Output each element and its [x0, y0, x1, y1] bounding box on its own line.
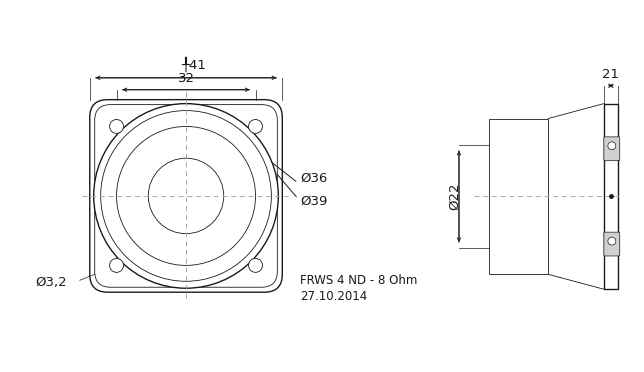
Circle shape — [117, 126, 256, 265]
Text: Ø39: Ø39 — [300, 195, 328, 207]
Circle shape — [109, 119, 124, 134]
Circle shape — [249, 119, 263, 134]
FancyBboxPatch shape — [604, 137, 620, 161]
Text: FRWS 4 ND - 8 Ohm: FRWS 4 ND - 8 Ohm — [300, 274, 417, 287]
Text: 27.10.2014: 27.10.2014 — [300, 290, 368, 303]
Bar — [604, 104, 618, 289]
Circle shape — [608, 142, 616, 150]
Circle shape — [100, 110, 271, 281]
Bar — [489, 119, 548, 274]
Bar — [489, 104, 618, 289]
FancyBboxPatch shape — [90, 100, 282, 292]
FancyBboxPatch shape — [604, 232, 620, 256]
Circle shape — [148, 158, 223, 234]
Circle shape — [249, 259, 263, 272]
Text: Ø36: Ø36 — [300, 171, 328, 185]
FancyBboxPatch shape — [95, 105, 278, 287]
Text: 21: 21 — [602, 68, 620, 81]
Circle shape — [94, 104, 278, 288]
Circle shape — [109, 259, 124, 272]
Text: Ø22: Ø22 — [448, 183, 462, 210]
Circle shape — [608, 237, 616, 245]
Text: Ø3,2: Ø3,2 — [35, 276, 67, 289]
Text: ╀41: ╀41 — [182, 57, 206, 72]
Text: 32: 32 — [178, 72, 194, 85]
